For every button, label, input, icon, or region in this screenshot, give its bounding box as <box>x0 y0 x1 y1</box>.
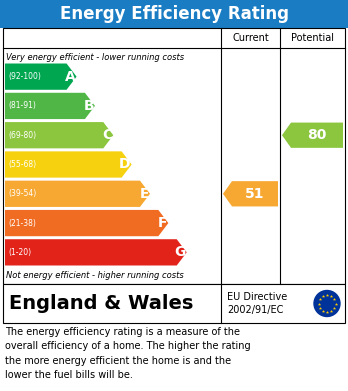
Polygon shape <box>223 181 278 206</box>
Circle shape <box>314 291 340 316</box>
Bar <box>3 28 345 284</box>
Text: (1-20): (1-20) <box>8 248 31 257</box>
Text: The energy efficiency rating is a measure of the
overall efficiency of a home. T: The energy efficiency rating is a measur… <box>5 327 251 380</box>
Polygon shape <box>5 93 95 119</box>
Text: (21-38): (21-38) <box>8 219 36 228</box>
Text: D: D <box>119 158 130 172</box>
Polygon shape <box>5 210 168 236</box>
Text: F: F <box>158 216 167 230</box>
Text: G: G <box>174 246 186 259</box>
Text: 80: 80 <box>307 128 327 142</box>
Polygon shape <box>5 63 77 90</box>
Text: (69-80): (69-80) <box>8 131 36 140</box>
Text: C: C <box>102 128 112 142</box>
Text: A: A <box>65 70 76 84</box>
Text: E: E <box>140 187 149 201</box>
Polygon shape <box>5 239 187 265</box>
Bar <box>0 0 348 28</box>
Text: Very energy efficient - lower running costs: Very energy efficient - lower running co… <box>6 52 184 61</box>
Bar <box>3 284 345 323</box>
Text: 51: 51 <box>245 187 265 201</box>
Text: England & Wales: England & Wales <box>9 294 193 313</box>
Text: (39-54): (39-54) <box>8 189 36 198</box>
Text: (81-91): (81-91) <box>8 101 36 110</box>
Text: B: B <box>83 99 94 113</box>
Text: (55-68): (55-68) <box>8 160 36 169</box>
Text: Not energy efficient - higher running costs: Not energy efficient - higher running co… <box>6 271 184 280</box>
Text: EU Directive
2002/91/EC: EU Directive 2002/91/EC <box>227 292 287 315</box>
Text: (92-100): (92-100) <box>8 72 41 81</box>
Text: Current: Current <box>232 33 269 43</box>
Text: Potential: Potential <box>291 33 334 43</box>
Text: Energy Efficiency Rating: Energy Efficiency Rating <box>60 5 288 23</box>
Polygon shape <box>5 122 113 148</box>
Polygon shape <box>5 181 150 207</box>
Polygon shape <box>5 151 132 178</box>
Polygon shape <box>282 122 343 148</box>
